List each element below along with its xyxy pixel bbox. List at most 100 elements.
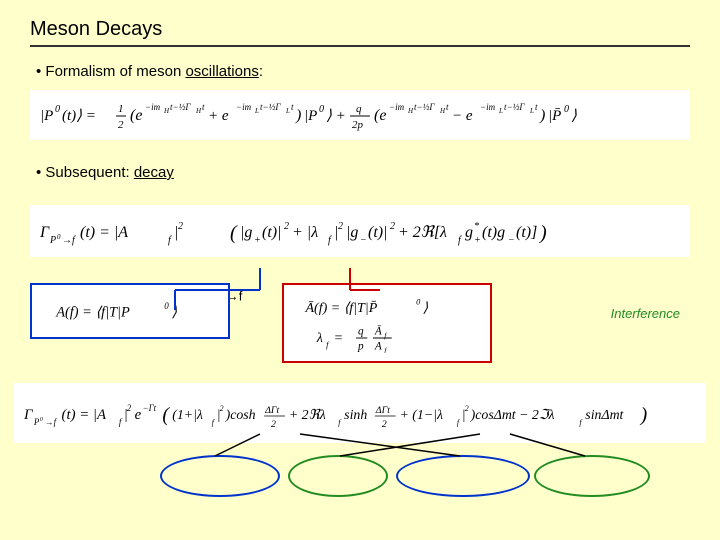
- svg-text:(1+|λ: (1+|λ: [172, 407, 203, 423]
- eq1-svg: |P 0 (t)⟩ = 1 2 (e −im H t−½Γ H t + e −i…: [40, 98, 680, 132]
- svg-text:(t) = |A: (t) = |A: [62, 407, 107, 423]
- svg-text:H: H: [195, 107, 202, 115]
- svg-text:f: f: [385, 346, 388, 353]
- svg-text:(: (: [162, 404, 170, 426]
- bullet-oscillations: • Formalism of meson oscillations:: [0, 51, 720, 86]
- svg-text:2p: 2p: [352, 119, 364, 131]
- svg-text:q: q: [358, 325, 364, 337]
- svg-text:*: *: [474, 221, 479, 232]
- svg-text:0: 0: [319, 104, 324, 115]
- svg-text:H: H: [439, 107, 446, 115]
- svg-text:f: f: [385, 331, 388, 340]
- svg-text:+ 2ℜ[λ: + 2ℜ[λ: [398, 224, 447, 241]
- svg-text:g: g: [465, 224, 473, 241]
- svg-text:0: 0: [564, 104, 569, 115]
- svg-text:L: L: [529, 107, 534, 115]
- svg-text:−Γt: −Γt: [143, 403, 157, 413]
- svg-text:+ |λ: + |λ: [292, 224, 318, 241]
- eq4-svg: Ā(f) = ⟨f|T|P̄ 0 ⟩ λ f = q p Ā f A f: [294, 293, 480, 353]
- svg-text:0: 0: [164, 301, 169, 311]
- svg-text:Γ: Γ: [24, 407, 33, 423]
- bullet1-underline: oscillations: [185, 63, 258, 80]
- title-area: Meson Decays: [0, 0, 720, 51]
- svg-text:−im: −im: [389, 102, 405, 112]
- svg-text:f: f: [457, 418, 461, 427]
- svg-text:(t)⟩ =: (t)⟩ =: [62, 108, 96, 124]
- svg-text:t: t: [291, 102, 294, 112]
- equation-expanded-rate: Γ P 0 →f (t) = |A f | 2 e −Γt ( (1+|λ f …: [14, 383, 706, 443]
- svg-text:(t) = |A: (t) = |A: [80, 224, 128, 241]
- svg-text:|g: |g: [240, 224, 252, 241]
- svg-text:t: t: [535, 102, 538, 112]
- definition-row: A(f) = ⟨f|T|P 0 ⟩ Ā(f) = ⟨f|T|P̄ 0 ⟩ λ f…: [0, 263, 720, 369]
- svg-text:): ): [640, 404, 648, 426]
- svg-text:ΔΓt: ΔΓt: [264, 405, 279, 416]
- bullet-decay: • Subsequent: decay: [0, 146, 720, 187]
- svg-text:+: +: [254, 235, 261, 246]
- svg-text:2: 2: [127, 403, 132, 413]
- svg-text:=: =: [334, 330, 343, 346]
- equation-oscillation: |P 0 (t)⟩ = 1 2 (e −im H t−½Γ H t + e −i…: [30, 90, 690, 140]
- svg-text:t−½Γ: t−½Γ: [260, 102, 281, 112]
- svg-text:−: −: [508, 235, 515, 246]
- svg-text:A: A: [374, 340, 382, 352]
- svg-text:+ (1−|λ: + (1−|λ: [400, 407, 443, 423]
- svg-text:2: 2: [382, 419, 387, 430]
- svg-text:f: f: [458, 235, 462, 246]
- svg-text:−im: −im: [480, 102, 496, 112]
- page-title: Meson Decays: [30, 18, 690, 47]
- svg-text:2: 2: [220, 404, 224, 413]
- svg-text:⟩: ⟩: [571, 108, 577, 124]
- svg-text:Γ: Γ: [40, 224, 50, 241]
- svg-text:|g: |g: [346, 224, 358, 241]
- svg-text:f: f: [338, 418, 342, 427]
- svg-text:(e: (e: [130, 107, 142, 124]
- svg-text:Ā(f) = ⟨f|T|P̄: Ā(f) = ⟨f|T|P̄: [305, 300, 378, 316]
- equation-amplitude-Abar-lambda: Ā(f) = ⟨f|T|P̄ 0 ⟩ λ f = q p Ā f A f: [282, 283, 492, 363]
- svg-text:f: f: [327, 339, 331, 349]
- bullet1-suffix: :: [259, 63, 263, 80]
- svg-text:|P̄: |P̄: [548, 108, 561, 124]
- svg-text:(t)g: (t)g: [482, 224, 505, 241]
- svg-text:f: f: [168, 235, 172, 246]
- svg-text:H: H: [407, 107, 414, 115]
- svg-text:−im: −im: [145, 102, 161, 112]
- svg-text:sinΔmt: sinΔmt: [585, 407, 624, 422]
- svg-text:⟩: ⟩: [171, 304, 177, 320]
- svg-text:2: 2: [284, 221, 289, 232]
- svg-text:t: t: [202, 102, 205, 112]
- svg-text:L: L: [254, 107, 259, 115]
- svg-text:)cosΔmt − 2ℑλ: )cosΔmt − 2ℑλ: [470, 407, 555, 423]
- svg-text:⟩: ⟩: [423, 300, 429, 316]
- svg-text:t−½Γ: t−½Γ: [414, 102, 435, 112]
- svg-text:q: q: [356, 103, 362, 115]
- equation-amplitude-A: A(f) = ⟨f|T|P 0 ⟩: [30, 283, 230, 339]
- svg-text:H: H: [163, 107, 170, 115]
- svg-text:−: −: [360, 235, 367, 246]
- svg-text:(t)]: (t)]: [516, 224, 537, 241]
- svg-text:+ 2ℜλ: + 2ℜλ: [289, 407, 326, 422]
- svg-text:0: 0: [57, 233, 61, 241]
- svg-text:f: f: [212, 418, 216, 427]
- svg-text:): ): [539, 222, 547, 244]
- svg-text:f: f: [328, 235, 332, 246]
- svg-text:(: (: [230, 222, 238, 244]
- svg-text:⟩ +: ⟩ +: [326, 108, 346, 124]
- svg-text:2: 2: [465, 404, 469, 413]
- svg-text:−im: −im: [236, 102, 252, 112]
- bullet1-prefix: • Formalism of meson: [36, 63, 185, 80]
- svg-text:2: 2: [271, 419, 276, 430]
- svg-text:|P: |P: [304, 108, 317, 124]
- svg-text:L: L: [498, 107, 503, 115]
- eq2-svg: Γ P 0 →f (t) = |A f | 2 ( |g + (t)| 2 + …: [40, 213, 680, 249]
- svg-text:f: f: [119, 417, 123, 427]
- svg-text:λ: λ: [316, 330, 323, 346]
- svg-text:t: t: [446, 102, 449, 112]
- oval-interference-2: [534, 455, 650, 497]
- svg-text:|P: |P: [40, 108, 53, 124]
- svg-text:t−½Γ: t−½Γ: [504, 102, 525, 112]
- oval-direct-2: [396, 455, 530, 497]
- oval-direct-1: [160, 455, 280, 497]
- svg-text:(t)|: (t)|: [368, 224, 388, 241]
- svg-text:p: p: [357, 340, 364, 352]
